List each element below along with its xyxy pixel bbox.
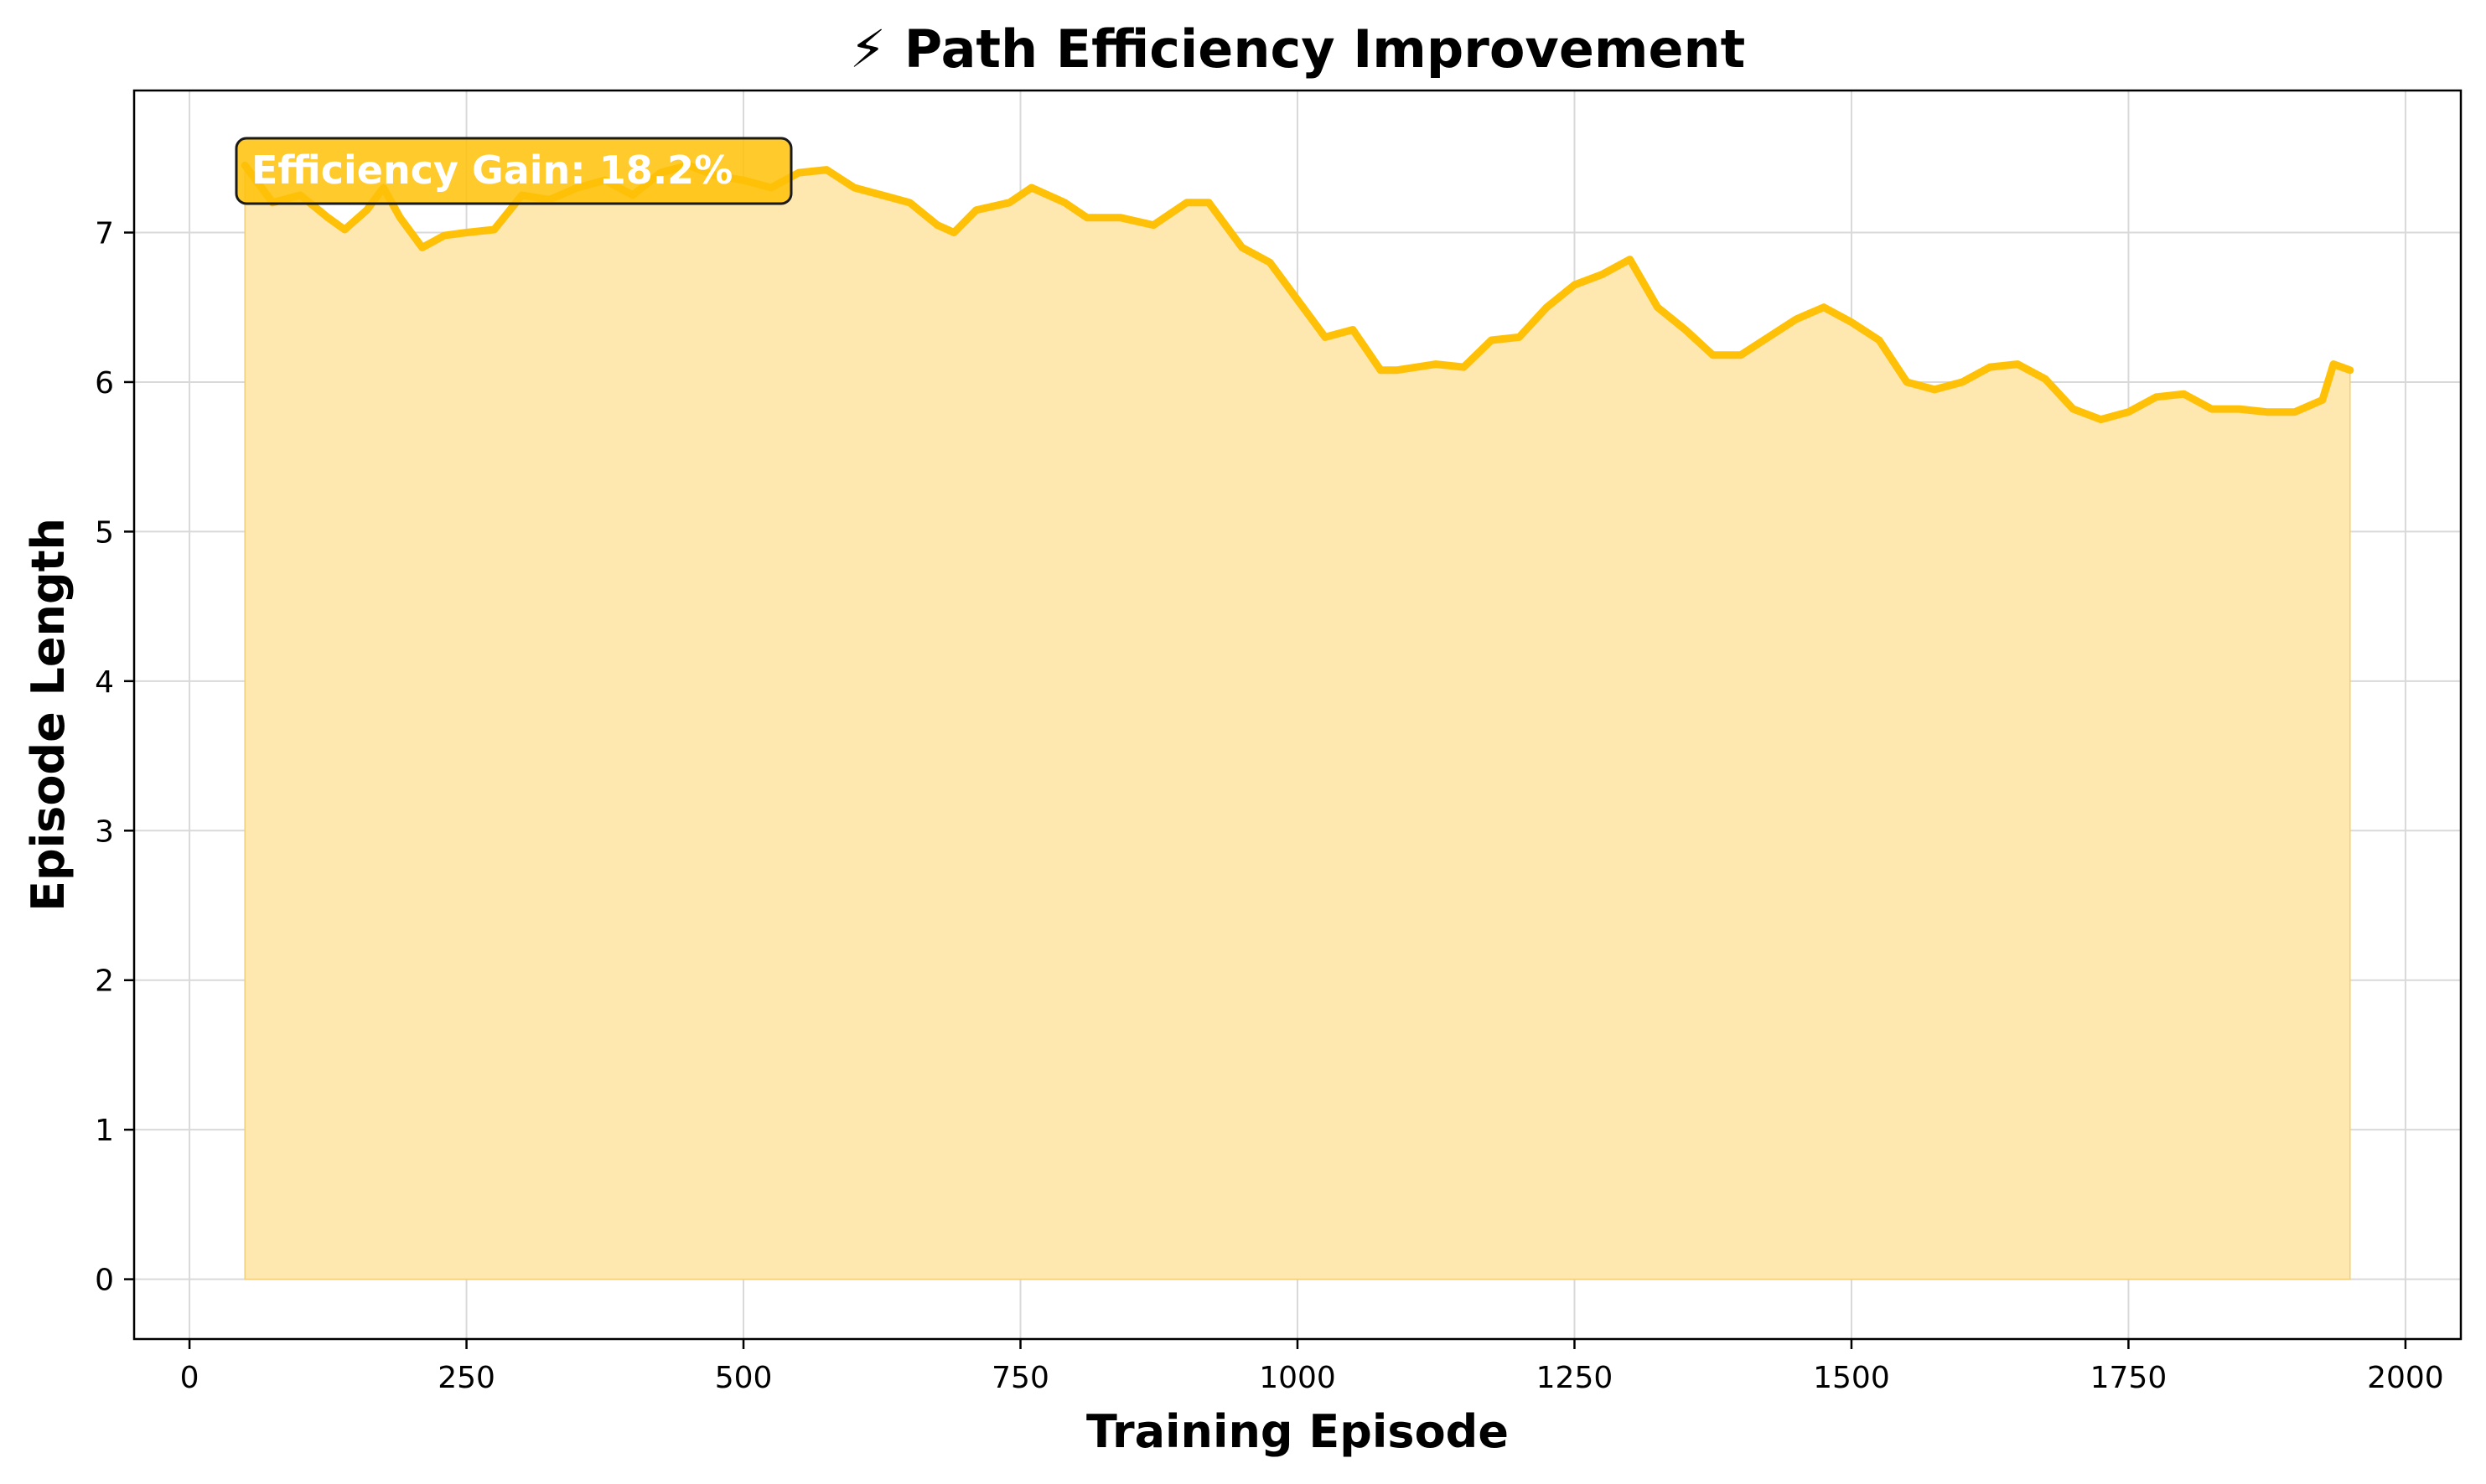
- x-tick-label: 750: [992, 1361, 1049, 1395]
- chart-title: ⚡ Path Efficiency Improvement: [850, 18, 1746, 80]
- x-tick-label: 1750: [2090, 1361, 2167, 1395]
- x-axis-ticks: 0 250 500 750 1000 1250 1500 1750 2000: [180, 1339, 2444, 1395]
- annotation-background: [235, 137, 793, 205]
- y-tick-label: 3: [95, 814, 114, 849]
- y-tick-label: 1: [95, 1114, 114, 1148]
- x-tick-label: 2000: [2367, 1361, 2444, 1395]
- x-tick-label: 250: [438, 1361, 495, 1395]
- y-tick-label: 6: [95, 366, 114, 401]
- x-tick-label: 0: [180, 1361, 199, 1395]
- annotation-box: Efficiency Gain: 18.2%: [235, 137, 793, 205]
- x-tick-label: 1500: [1813, 1361, 1890, 1395]
- y-tick-label: 7: [95, 217, 114, 251]
- y-tick-label: 0: [95, 1264, 114, 1298]
- y-axis-ticks: 0 1 2 3 4 5 6 7: [95, 217, 134, 1298]
- x-tick-label: 500: [715, 1361, 773, 1395]
- y-tick-label: 4: [95, 665, 114, 700]
- annotation-text: Efficiency Gain: 18.2%: [251, 147, 733, 193]
- x-tick-label: 1000: [1259, 1361, 1336, 1395]
- area-layer: [244, 163, 2351, 1280]
- y-axis-label: Episode Length: [22, 518, 75, 912]
- y-tick-label: 5: [95, 515, 114, 550]
- y-tick-label: 2: [95, 964, 114, 999]
- x-tick-label: 1250: [1536, 1361, 1613, 1395]
- area-fill: [244, 163, 2351, 1280]
- x-axis-label: Training Episode: [1086, 1405, 1509, 1458]
